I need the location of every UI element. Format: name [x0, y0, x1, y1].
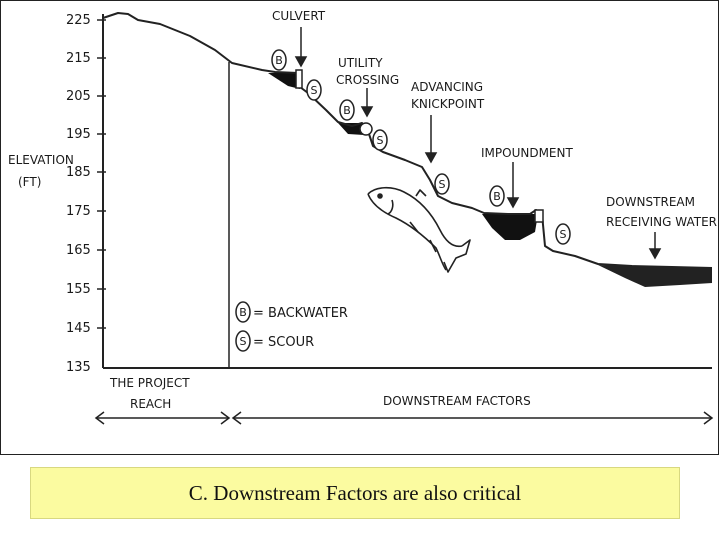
- y-tick-marks: [97, 19, 106, 329]
- culvert-backwater-pool: [268, 73, 300, 89]
- backwater-marker: B: [339, 99, 355, 121]
- y-tick-label: 205: [66, 89, 91, 104]
- y-axis-title: ELEVATION: [8, 153, 74, 167]
- svg-text:S: S: [377, 134, 384, 147]
- y-tick-label: 145: [66, 321, 91, 336]
- y-tick-label: 195: [66, 127, 91, 142]
- utility-label-line2: CROSSING: [336, 73, 399, 87]
- caption-text: C. Downstream Factors are also critical: [188, 480, 522, 505]
- backwater-marker: B: [271, 49, 287, 71]
- svg-text:S: S: [439, 178, 446, 191]
- svg-text:B: B: [343, 104, 351, 117]
- legend-scour-text: = SCOUR: [253, 335, 314, 350]
- caption-box: C. Downstream Factors are also critical: [30, 467, 680, 519]
- receiving-label-line1: DOWNSTREAM: [606, 195, 695, 209]
- scour-marker: S: [306, 79, 322, 101]
- scour-marker: S: [555, 223, 571, 245]
- impoundment-pool: [482, 214, 538, 240]
- frame-border: [0, 0, 719, 455]
- y-tick-label: 155: [66, 282, 91, 297]
- y-tick-label: 185: [66, 165, 91, 180]
- culvert-label: CULVERT: [272, 9, 326, 23]
- y-axis-unit: (FT): [18, 175, 41, 189]
- svg-text:B: B: [239, 306, 247, 319]
- y-tick-label: 225: [66, 13, 91, 28]
- utility-pipe: [359, 122, 373, 136]
- salmon-sketch: [367, 186, 471, 273]
- y-tick-label: 135: [66, 360, 91, 375]
- impoundment-dam: [534, 209, 544, 223]
- svg-text:S: S: [560, 228, 567, 241]
- y-tick-label: 175: [66, 204, 91, 219]
- y-tick-labels: 225 215 205 195 185 175 165 155 145 135: [66, 13, 91, 375]
- y-tick-label: 215: [66, 51, 91, 66]
- legend-backwater-text: = BACKWATER: [253, 306, 348, 321]
- utility-backwater-pool: [338, 123, 364, 135]
- receiving-label-line2: RECEIVING WATER: [606, 215, 717, 229]
- sketch-diagram: 225 215 205 195 185 175 165 155 145 135 …: [0, 0, 719, 455]
- receiving-water-pool: [598, 265, 712, 287]
- scour-marker: S: [434, 173, 450, 195]
- culvert-structure: [295, 69, 303, 89]
- svg-text:S: S: [240, 335, 247, 348]
- svg-text:S: S: [311, 84, 318, 97]
- project-reach-label-line1: THE PROJECT: [109, 376, 190, 390]
- knickpoint-label-line1: ADVANCING: [411, 80, 483, 94]
- svg-text:B: B: [275, 54, 283, 67]
- annotation-arrows: [294, 27, 662, 260]
- downstream-factors-label: DOWNSTREAM FACTORS: [383, 394, 531, 408]
- utility-label-line1: UTILITY: [338, 56, 383, 70]
- impoundment-label: IMPOUNDMENT: [481, 146, 573, 160]
- backwater-marker: B: [489, 185, 505, 207]
- extent-arrows: [94, 411, 714, 425]
- svg-text:B: B: [493, 190, 501, 203]
- project-reach-label-line2: REACH: [130, 397, 171, 411]
- knickpoint-label-line2: KNICKPOINT: [411, 97, 485, 111]
- y-tick-label: 165: [66, 243, 91, 258]
- legend-scour: S = SCOUR: [235, 330, 314, 352]
- scour-marker: S: [372, 129, 388, 151]
- legend-backwater: B = BACKWATER: [235, 301, 348, 323]
